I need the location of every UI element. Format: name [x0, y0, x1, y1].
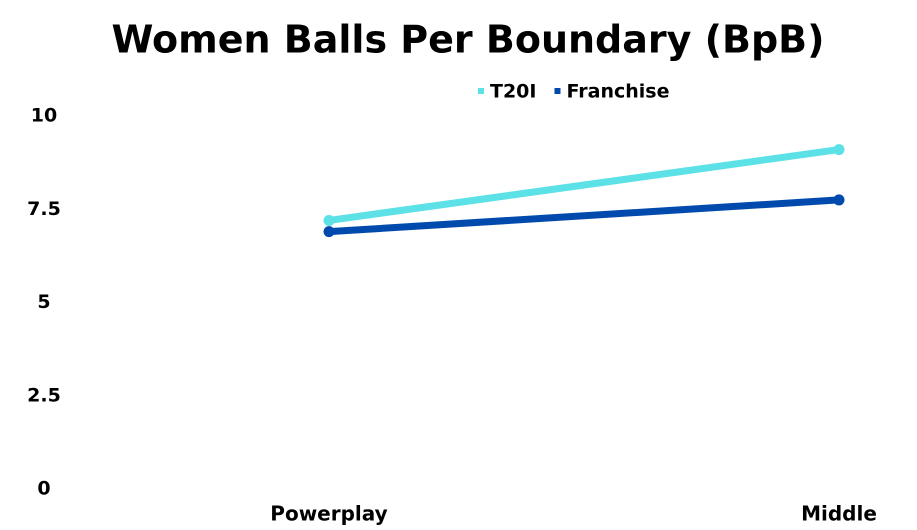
y-tick-label: 10 [31, 105, 57, 127]
legend-label: T20I [490, 81, 536, 103]
data-point [833, 194, 845, 206]
y-tick-label: 5 [37, 291, 50, 313]
data-point [323, 226, 335, 238]
data-point [323, 214, 335, 226]
legend-label: Franchise [566, 81, 669, 103]
y-tick-label: 7.5 [27, 198, 61, 220]
series-line [325, 146, 843, 224]
legend-swatch [478, 88, 484, 94]
y-tick-label: 0 [37, 478, 50, 500]
series-line [325, 196, 843, 236]
x-tick-label: Powerplay [270, 502, 387, 526]
y-tick-label: 2.5 [27, 384, 61, 406]
x-tick-label: Middle [801, 502, 877, 526]
data-point [833, 144, 845, 156]
chart-title: Women Balls Per Boundary (BpB) [111, 18, 824, 62]
legend-swatch [554, 88, 561, 94]
